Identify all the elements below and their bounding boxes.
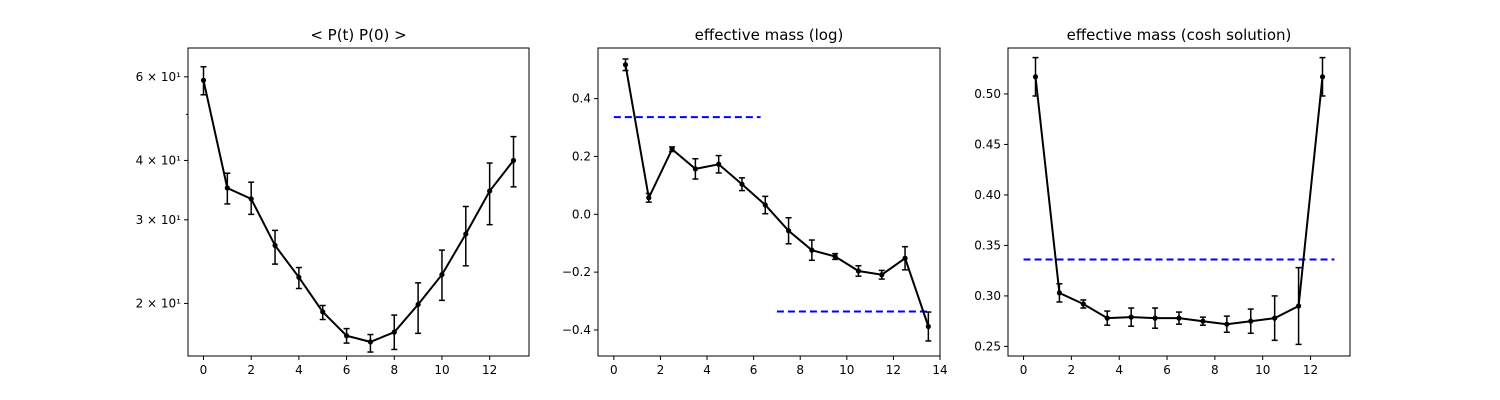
- data-point: [1128, 314, 1134, 320]
- x-tick-label: 2: [657, 363, 665, 377]
- data-point: [762, 202, 768, 208]
- x-tick-label: 12: [1303, 363, 1318, 377]
- x-tick-label: 0: [1020, 363, 1028, 377]
- y-tick-label: 0.4: [572, 92, 591, 106]
- axes-frame-correlator: [187, 47, 530, 357]
- chart-title: effective mass (cosh solution): [1067, 26, 1292, 44]
- y-tick-label: −0.4: [562, 323, 591, 337]
- data-point: [272, 242, 278, 248]
- x-tick-label: 12: [886, 363, 901, 377]
- data-point: [1272, 315, 1278, 321]
- data-point: [902, 255, 908, 261]
- x-tick-label: 8: [390, 363, 398, 377]
- y-tick-label: 0.50: [974, 87, 1001, 101]
- data-point: [248, 196, 254, 202]
- y-tick-label: 0.25: [974, 339, 1001, 353]
- data-point: [224, 185, 230, 191]
- y-tick-label: 0.0: [572, 207, 591, 221]
- data-point: [510, 157, 517, 164]
- data-point: [1224, 321, 1230, 327]
- x-tick-label: 12: [482, 363, 497, 377]
- data-point: [739, 181, 745, 187]
- y-tick-label: 2 × 10¹: [136, 296, 182, 310]
- data-point: [692, 166, 698, 172]
- data-point: [1152, 315, 1158, 321]
- x-tick-label: 10: [1255, 363, 1270, 377]
- x-tick-label: 6: [1163, 363, 1171, 377]
- data-point: [343, 333, 350, 339]
- data-point: [1056, 290, 1063, 296]
- y-tick-label: −0.2: [562, 265, 591, 279]
- data-point: [296, 274, 302, 280]
- x-tick-label: 6: [343, 363, 351, 377]
- x-tick-label: 4: [1115, 363, 1123, 377]
- x-tick-label: 6: [750, 363, 758, 377]
- chart-title: effective mass (log): [695, 26, 844, 44]
- data-point: [320, 309, 326, 315]
- data-point: [367, 339, 374, 345]
- y-tick-label: 6 × 10¹: [136, 70, 182, 84]
- series-line: [202, 80, 515, 343]
- data-point: [415, 301, 421, 308]
- data-point: [1295, 303, 1302, 309]
- data-point: [1319, 74, 1326, 80]
- data-point: [879, 272, 885, 278]
- panel-effective-mass-log: effective mass (log) 0 2 4 6 8 10 12 14 −0.4 −0.2 0…: [562, 26, 948, 377]
- y-tick-label: 0.40: [974, 188, 1001, 202]
- data-point: [809, 247, 815, 253]
- x-tick-label: 14: [932, 363, 947, 377]
- x-tick-label: 0: [610, 363, 618, 377]
- panel-effective-mass-cosh: effective mass (cosh solution) 0 2 4 6 8 10 12 0…: [974, 26, 1351, 377]
- x-tick-label: 0: [200, 363, 208, 377]
- data-point: [925, 323, 931, 330]
- axes-frame-effective-mass-log: [597, 47, 941, 357]
- chart-title: < P(t) P(0) >: [310, 26, 406, 44]
- series-line: [624, 64, 930, 327]
- data-point: [1248, 318, 1254, 324]
- y-tick-label: 0.35: [974, 238, 1001, 252]
- y-tick-label: 0.45: [974, 137, 1001, 151]
- data-point: [439, 271, 445, 278]
- data-point: [716, 161, 722, 167]
- axes-frame-effective-mass-cosh: [1007, 47, 1351, 357]
- data-point: [622, 62, 629, 68]
- x-tick-label: 10: [434, 363, 449, 377]
- data-point: [391, 329, 397, 335]
- data-point: [1104, 315, 1110, 321]
- x-tick-label: 8: [796, 363, 804, 377]
- data-point: [1080, 301, 1086, 307]
- data-point: [1032, 74, 1039, 80]
- y-tick-label: 4 × 10¹: [136, 153, 182, 167]
- data-point: [1200, 318, 1206, 324]
- data-point: [463, 231, 469, 237]
- y-tick-label: 0.30: [974, 289, 1001, 303]
- data-point: [832, 253, 838, 260]
- x-tick-label: 8: [1211, 363, 1219, 377]
- data-point: [669, 146, 675, 152]
- data-point: [785, 228, 792, 234]
- y-tick-label: 0.2: [572, 149, 591, 163]
- panel-correlator: < P(t) P(0) > 0 2 4 6 8 10 12 2 × 10¹ 3 × 10¹ 4 × …: [136, 26, 530, 377]
- data-point: [646, 195, 652, 201]
- data-point: [200, 77, 207, 83]
- data-point: [855, 268, 862, 274]
- y-tick-label: 3 × 10¹: [136, 213, 182, 227]
- x-tick-label: 2: [1068, 363, 1076, 377]
- x-tick-label: 4: [295, 363, 303, 377]
- x-tick-label: 4: [703, 363, 711, 377]
- x-tick-label: 2: [247, 363, 255, 377]
- data-point: [1176, 315, 1182, 321]
- data-point: [487, 188, 493, 194]
- x-tick-label: 10: [839, 363, 854, 377]
